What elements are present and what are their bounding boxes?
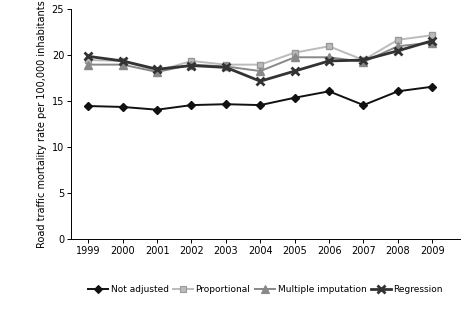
Legend: Not adjusted, Proportional, Multiple imputation, Regression: Not adjusted, Proportional, Multiple imp… (88, 285, 443, 294)
Y-axis label: Road traffic mortality rate per 100,000 inhabitants: Road traffic mortality rate per 100,000 … (37, 1, 47, 248)
